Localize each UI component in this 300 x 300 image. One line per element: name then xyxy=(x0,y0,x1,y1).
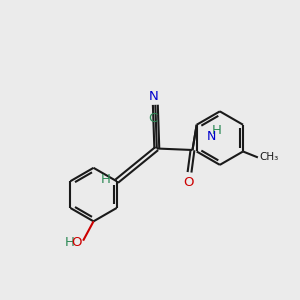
Text: N: N xyxy=(207,130,217,142)
Text: H: H xyxy=(100,173,110,186)
Text: O: O xyxy=(183,176,193,189)
Text: C: C xyxy=(148,112,158,125)
Text: N: N xyxy=(149,90,159,103)
Text: O: O xyxy=(71,236,82,249)
Text: CH₃: CH₃ xyxy=(260,152,279,162)
Text: H: H xyxy=(65,236,75,249)
Text: H: H xyxy=(212,124,222,137)
